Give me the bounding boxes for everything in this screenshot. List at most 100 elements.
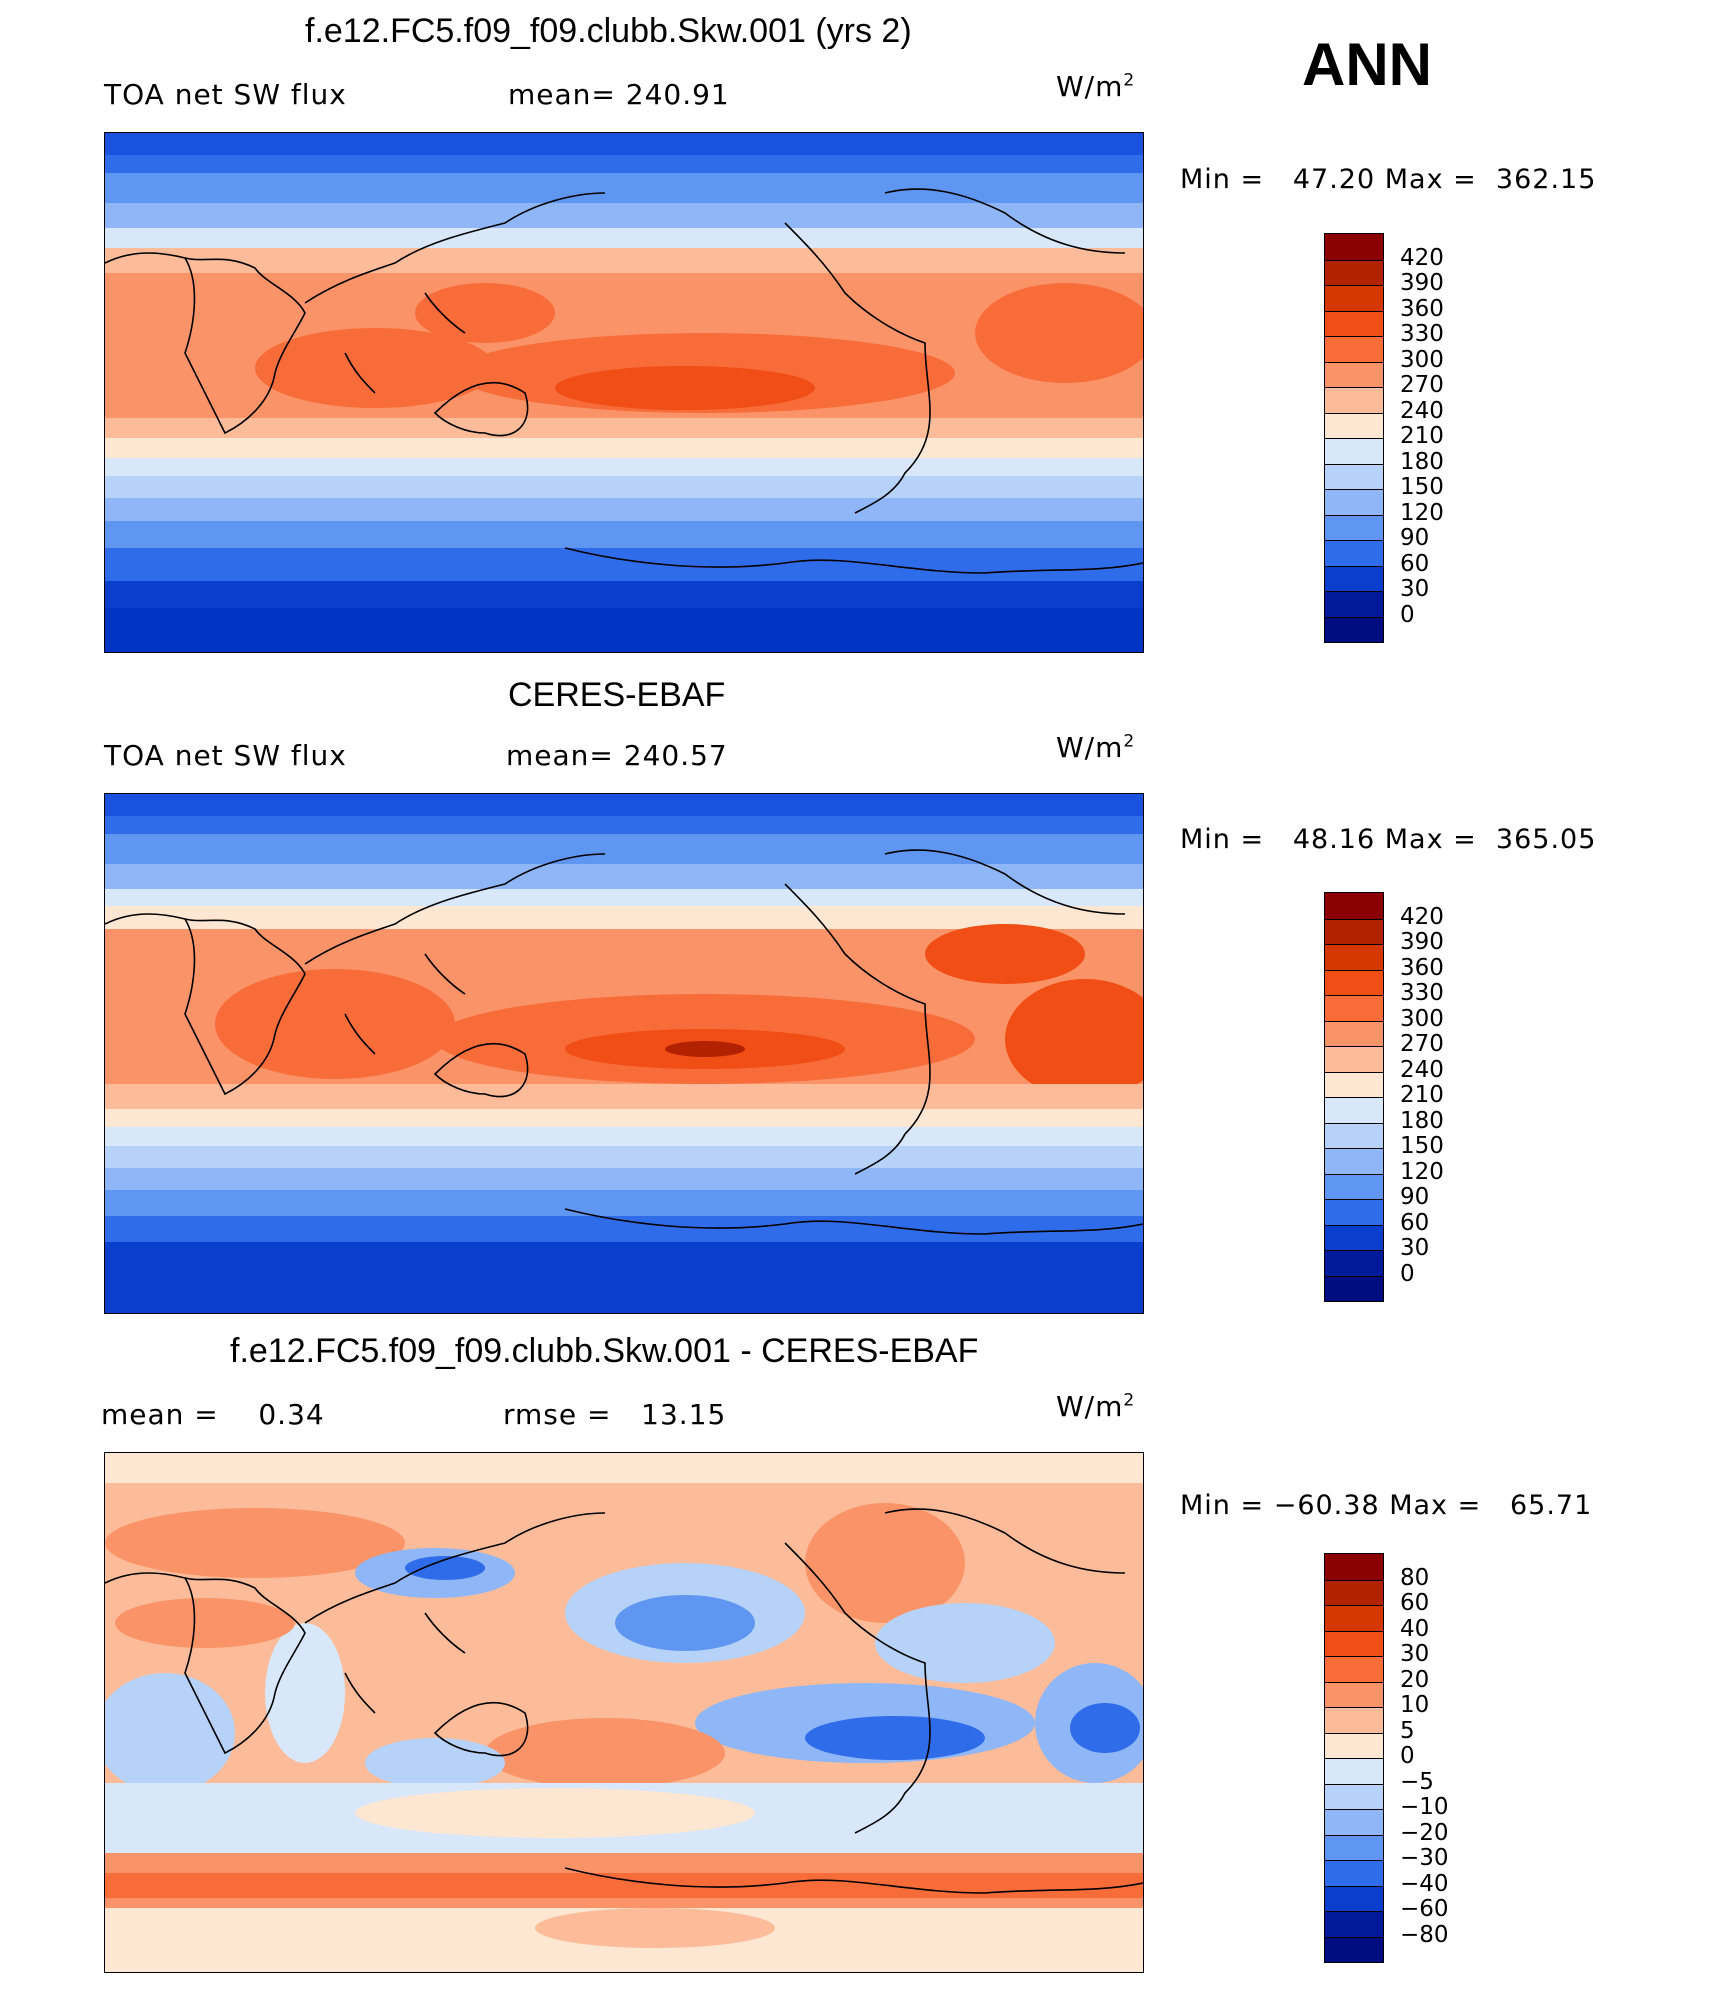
- panel3-field: [105, 1453, 1143, 1972]
- colorbar-level-label: 30: [1400, 1235, 1430, 1261]
- panel1-units: W/m2: [1056, 70, 1136, 103]
- colorbar-swatch: [1325, 1936, 1383, 1962]
- colorbar-level-label: 150: [1400, 474, 1444, 500]
- panel2-field: [105, 794, 1143, 1313]
- colorbar-level-label: 20: [1400, 1666, 1430, 1693]
- colorbar-level-label: 90: [1400, 1184, 1430, 1210]
- colorbar-swatch: [1325, 1046, 1383, 1072]
- season-label: ANN: [1302, 31, 1432, 98]
- colorbar-swatch: [1325, 1681, 1383, 1707]
- colorbar-level-label: 60: [1400, 1209, 1430, 1236]
- colorbar-swatch: [1325, 1758, 1383, 1784]
- colorbar-level-label: 270: [1400, 372, 1444, 398]
- colorbar-swatch: [1325, 616, 1383, 642]
- colorbar-level-label: 330: [1400, 321, 1444, 347]
- colorbar-level-label: 10: [1400, 1692, 1430, 1718]
- colorbar-level-label: 30: [1400, 1641, 1430, 1667]
- colorbar-level-label: −10: [1400, 1794, 1449, 1820]
- panel1-variable-label: TOA net SW flux: [104, 78, 347, 111]
- colorbar-level-label: 240: [1400, 397, 1444, 424]
- colorbar-swatch: [1325, 1071, 1383, 1097]
- colorbar-level-label: 240: [1400, 1056, 1444, 1083]
- colorbar-level-label: 5: [1400, 1717, 1415, 1744]
- colorbar-swatch: [1325, 1656, 1383, 1682]
- colorbar-level-label: 90: [1400, 525, 1430, 551]
- colorbar-swatch: [1325, 1122, 1383, 1148]
- colorbar-level-label: −80: [1400, 1921, 1449, 1948]
- colorbar-level-label: 60: [1400, 1590, 1430, 1616]
- panel1-mean-label: mean= 240.91: [508, 78, 730, 111]
- colorbar-level-label: 0: [1400, 1743, 1415, 1769]
- colorbar-level-label: 300: [1400, 346, 1444, 373]
- colorbar-level-label: 0: [1400, 601, 1415, 628]
- colorbar-swatch: [1325, 463, 1383, 489]
- colorbar-swatch: [1325, 995, 1383, 1021]
- panel1-title: f.e12.FC5.f09_f09.clubb.Skw.001 (yrs 2): [305, 12, 912, 50]
- colorbar-swatch: [1325, 893, 1383, 919]
- panel2-variable-label: TOA net SW flux: [104, 739, 347, 772]
- panel2-map: [104, 793, 1144, 1314]
- colorbar-swatch: [1325, 412, 1383, 438]
- colorbar-level-label: 360: [1400, 295, 1444, 322]
- colorbar-level-label: 270: [1400, 1031, 1444, 1057]
- colorbar-swatch: [1325, 1148, 1383, 1174]
- colorbar-level-label: 210: [1400, 423, 1444, 449]
- colorbar-swatch: [1325, 1224, 1383, 1250]
- colorbar-level-label: −60: [1400, 1896, 1449, 1922]
- colorbar-swatch: [1325, 1275, 1383, 1301]
- colorbar-level-label: 210: [1400, 1082, 1444, 1108]
- colorbar-swatch: [1325, 969, 1383, 995]
- colorbar-swatch: [1325, 1554, 1383, 1580]
- colorbar-swatch: [1325, 1605, 1383, 1631]
- colorbar-swatch: [1325, 1250, 1383, 1276]
- colorbar-swatch: [1325, 1885, 1383, 1911]
- colorbar-level-label: 360: [1400, 954, 1444, 981]
- colorbar-level-label: 180: [1400, 448, 1444, 475]
- colorbar-swatch: [1325, 591, 1383, 617]
- colorbar-swatch: [1325, 540, 1383, 566]
- colorbar-swatch: [1325, 387, 1383, 413]
- panel2-minmax: Min = 48.16 Max = 365.05: [1180, 824, 1597, 855]
- colorbar-swatch: [1325, 1173, 1383, 1199]
- panel3-colorbar: [1324, 1553, 1384, 1963]
- panel3-map: [104, 1452, 1144, 1973]
- colorbar-swatch: [1325, 1783, 1383, 1809]
- colorbar-level-label: 180: [1400, 1107, 1444, 1134]
- colorbar-level-label: −5: [1400, 1768, 1434, 1795]
- colorbar-swatch: [1325, 1199, 1383, 1225]
- panel1-field: [105, 133, 1143, 652]
- colorbar-level-label: 420: [1400, 903, 1444, 930]
- colorbar-level-label: 80: [1400, 1564, 1430, 1591]
- panel2-units: W/m2: [1056, 731, 1136, 764]
- colorbar-swatch: [1325, 336, 1383, 362]
- colorbar-swatch: [1325, 361, 1383, 387]
- colorbar-swatch: [1325, 438, 1383, 464]
- colorbar-level-label: 120: [1400, 499, 1444, 526]
- colorbar-swatch: [1325, 310, 1383, 336]
- colorbar-level-label: 40: [1400, 1615, 1430, 1642]
- colorbar-swatch: [1325, 1707, 1383, 1733]
- panel1-colorbar: [1324, 233, 1384, 643]
- colorbar-level-label: −30: [1400, 1845, 1449, 1871]
- colorbar-swatch: [1325, 1630, 1383, 1656]
- colorbar-level-label: 120: [1400, 1158, 1444, 1185]
- colorbar-swatch: [1325, 259, 1383, 285]
- colorbar-swatch: [1325, 944, 1383, 970]
- panel2-colorbar: [1324, 892, 1384, 1302]
- colorbar-level-label: 330: [1400, 980, 1444, 1006]
- panel3-title: f.e12.FC5.f09_f09.clubb.Skw.001 - CERES-…: [230, 1332, 979, 1370]
- colorbar-swatch: [1325, 1732, 1383, 1758]
- colorbar-swatch: [1325, 1834, 1383, 1860]
- panel3-minmax: Min = −60.38 Max = 65.71: [1180, 1490, 1593, 1521]
- colorbar-swatch: [1325, 565, 1383, 591]
- colorbar-swatch: [1325, 1579, 1383, 1605]
- colorbar-level-label: −20: [1400, 1819, 1449, 1846]
- colorbar-swatch: [1325, 285, 1383, 311]
- panel1-minmax: Min = 47.20 Max = 362.15: [1180, 164, 1597, 195]
- colorbar-swatch: [1325, 1020, 1383, 1046]
- colorbar-swatch: [1325, 489, 1383, 515]
- colorbar-level-label: 390: [1400, 929, 1444, 955]
- colorbar-level-label: 150: [1400, 1133, 1444, 1159]
- colorbar-swatch: [1325, 918, 1383, 944]
- panel3-rmse-label: rmse = 13.15: [503, 1398, 727, 1431]
